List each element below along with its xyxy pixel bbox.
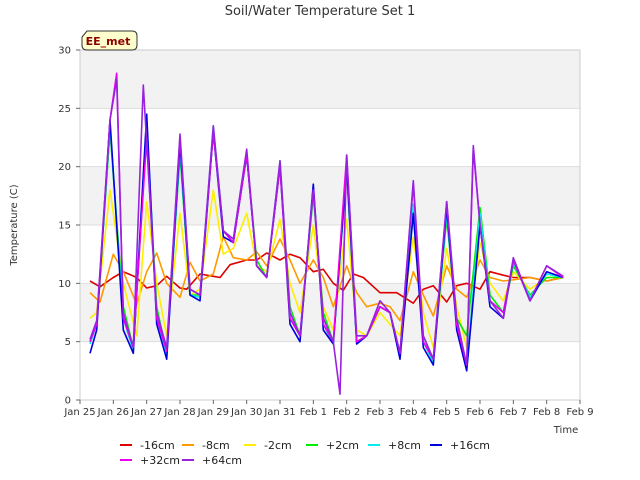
badge-shape — [81, 30, 138, 51]
legend-label: -16cm — [140, 439, 175, 452]
chart-title: Soil/Water Temperature Set 1 — [225, 4, 416, 19]
x-tick-label: Feb 9 — [566, 407, 593, 418]
plot-band — [80, 166, 580, 225]
legend-label: -8cm — [202, 439, 230, 452]
x-tick-label: Feb 5 — [433, 407, 460, 418]
x-tick-label: Jan 25 — [63, 407, 95, 418]
plot-band — [80, 341, 580, 400]
x-axis-ticks: Jan 25 Jan 26 Jan 27 Jan 28 Jan 29 Jan 30 Jan … — [63, 400, 594, 418]
x-tick-label: Jan 28 — [163, 407, 195, 418]
y-tick-label: 20 — [58, 162, 71, 173]
x-tick-label: Feb 4 — [400, 407, 427, 418]
badge-label: EE_met — [86, 35, 131, 48]
x-axis-label: Time — [553, 425, 578, 436]
y-axis-ticks: 0 5 10 15 20 25 30 — [58, 46, 80, 407]
legend-label: -2cm — [264, 439, 292, 452]
y-axis-label: Temperature (C) — [9, 184, 20, 266]
series-lines — [89, 72, 564, 395]
x-tick-label: Feb 7 — [500, 407, 527, 418]
legend: -16cm -8cm -2cm +2cm +8cm +16cm +32cm +64cm — [120, 439, 490, 467]
y-tick-label: 15 — [58, 221, 71, 232]
plot-band — [80, 50, 580, 109]
x-tick-label: Feb 2 — [333, 407, 360, 418]
x-tick-label: Jan 31 — [263, 407, 295, 418]
plot-band — [80, 108, 580, 167]
y-tick-label: 0 — [65, 396, 71, 407]
x-tick-label: Feb 6 — [466, 407, 493, 418]
x-tick-label: Feb 8 — [533, 407, 560, 418]
x-tick-label: Feb 1 — [300, 407, 327, 418]
legend-label: +32cm — [140, 454, 180, 467]
legend-label: +8cm — [388, 439, 421, 452]
station-badge: EE_met — [81, 30, 138, 51]
y-tick-label: 10 — [58, 279, 71, 290]
x-tick-label: Jan 29 — [197, 407, 229, 418]
legend-label: +16cm — [450, 439, 490, 452]
y-tick-label: 5 — [65, 337, 71, 348]
legend-label: +2cm — [326, 439, 359, 452]
series-line — [89, 78, 564, 395]
x-tick-label: Jan 30 — [230, 407, 262, 418]
x-tick-label: Jan 27 — [130, 407, 162, 418]
x-tick-label: Jan 26 — [97, 407, 129, 418]
y-tick-label: 30 — [58, 46, 71, 57]
y-tick-label: 25 — [58, 104, 71, 115]
x-tick-label: Feb 3 — [366, 407, 393, 418]
legend-label: +64cm — [202, 454, 242, 467]
